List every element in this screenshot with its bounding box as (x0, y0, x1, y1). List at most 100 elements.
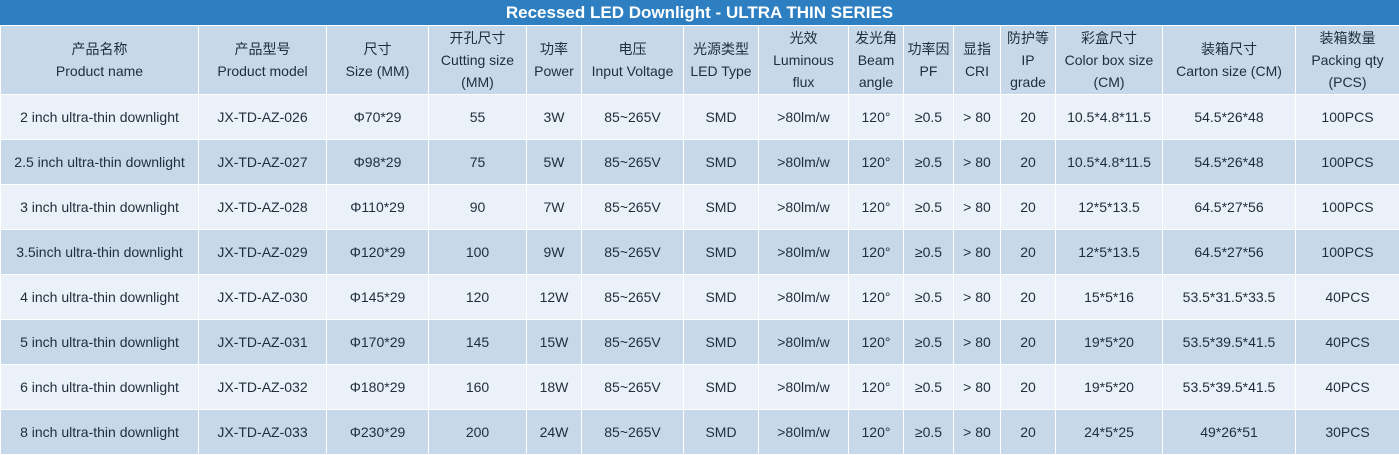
column-header: 功率因 PF (903, 25, 954, 95)
column-header: 装箱尺寸 Carton size (CM) (1162, 25, 1296, 95)
column-header-cn: 功率因 (907, 41, 950, 57)
table-cell: 54.5*26*48 (1162, 139, 1296, 185)
table-cell: 20 (1000, 229, 1056, 275)
table-cell: 85~265V (581, 409, 684, 455)
column-header-en: LED Type (690, 63, 752, 79)
table-cell: 40PCS (1295, 319, 1399, 365)
table-cell: 120° (848, 364, 904, 410)
table-cell: 120° (848, 274, 904, 320)
table-cell: ≥0.5 (903, 229, 954, 275)
table-cell: 3 inch ultra-thin downlight (0, 184, 199, 230)
table-cell: > 80 (953, 94, 1001, 140)
table-cell: >80lm/w (758, 94, 849, 140)
table-cell: 19*5*20 (1055, 319, 1163, 365)
table-cell: 75 (428, 139, 527, 185)
table-cell: ≥0.5 (903, 319, 954, 365)
table-cell: 120° (848, 229, 904, 275)
table-cell: ≥0.5 (903, 184, 954, 230)
table-cell: 120° (848, 319, 904, 365)
product-spec-table: 产品名称 Product name 产品型号 Product model 尺寸 Size … (0, 25, 1399, 455)
table-cell: JX-TD-AZ-027 (198, 139, 327, 185)
table-cell: > 80 (953, 364, 1001, 410)
table-cell: 20 (1000, 274, 1056, 320)
column-header-cn: 尺寸 (363, 41, 392, 57)
table-cell: Φ110*29 (326, 184, 429, 230)
column-header-cn: 光源类型 (693, 41, 749, 57)
column-header-en: Product model (217, 63, 308, 79)
table-cell: >80lm/w (758, 409, 849, 455)
table-cell: ≥0.5 (903, 139, 954, 185)
table-cell: 64.5*27*56 (1162, 229, 1296, 275)
column-header-en: Product name (55, 63, 144, 79)
table-cell: 100PCS (1295, 184, 1399, 230)
table-cell: 53.5*39.5*41.5 (1162, 364, 1296, 410)
table-cell: 8 inch ultra-thin downlight (0, 409, 199, 455)
column-header-cn: 装箱尺寸 (1201, 41, 1257, 57)
header-row: 产品名称 Product name 产品型号 Product model 尺寸 Size … (0, 25, 1399, 95)
table-row: 3 inch ultra-thin downlight JX-TD-AZ-028 Φ… (0, 184, 1399, 230)
table-cell: 40PCS (1295, 364, 1399, 410)
table-row: 2 inch ultra-thin downlight JX-TD-AZ-026 Φ… (0, 94, 1399, 140)
table-cell: 30PCS (1295, 409, 1399, 455)
table-row: 3.5inch ultra-thin downlight JX-TD-AZ-029… (0, 229, 1399, 275)
table-cell: 100PCS (1295, 229, 1399, 275)
column-header-en: Packing qty (PCS) (1311, 52, 1384, 90)
table-cell: 120° (848, 139, 904, 185)
column-header: 发光角 Beam angle (848, 25, 904, 95)
table-cell: 49*26*51 (1162, 409, 1296, 455)
table-cell: 64.5*27*56 (1162, 184, 1296, 230)
table-cell: ≥0.5 (903, 409, 954, 455)
table-cell: 40PCS (1295, 274, 1399, 320)
table-cell: > 80 (953, 409, 1001, 455)
table-cell: 100PCS (1295, 139, 1399, 185)
table-cell: ≥0.5 (903, 94, 954, 140)
table-cell: 90 (428, 184, 527, 230)
column-header-cn: 显指 (963, 41, 991, 57)
table-cell: Φ180*29 (326, 364, 429, 410)
table-cell: 20 (1000, 364, 1056, 410)
table-cell: >80lm/w (758, 274, 849, 320)
table-cell: 85~265V (581, 319, 684, 365)
table-cell: 145 (428, 319, 527, 365)
column-header-cn: 装箱数量 (1319, 30, 1376, 46)
column-header-en: IP grade (1010, 52, 1046, 90)
table-cell: 120 (428, 274, 527, 320)
column-header: 装箱数量 Packing qty (PCS) (1295, 25, 1399, 95)
table-cell: 10.5*4.8*11.5 (1055, 139, 1163, 185)
table-cell: >80lm/w (758, 364, 849, 410)
table-row: 4 inch ultra-thin downlight JX-TD-AZ-030 Φ… (0, 274, 1399, 320)
table-row: 2.5 inch ultra-thin downlight JX-TD-AZ-02… (0, 139, 1399, 185)
table-cell: > 80 (953, 319, 1001, 365)
table-cell: JX-TD-AZ-029 (198, 229, 327, 275)
table-cell: 3W (526, 94, 582, 140)
table-cell: ≥0.5 (903, 274, 954, 320)
table-cell: 6 inch ultra-thin downlight (0, 364, 199, 410)
table-cell: JX-TD-AZ-031 (198, 319, 327, 365)
table-cell: Φ145*29 (326, 274, 429, 320)
column-header-en: CRI (964, 63, 990, 79)
table-cell: JX-TD-AZ-032 (198, 364, 327, 410)
column-header: 光源类型 LED Type (683, 25, 759, 95)
table-row: 6 inch ultra-thin downlight JX-TD-AZ-032 Φ… (0, 364, 1399, 410)
table-cell: 20 (1000, 184, 1056, 230)
table-cell: 120° (848, 409, 904, 455)
table-cell: 120° (848, 94, 904, 140)
table-cell: ≥0.5 (903, 364, 954, 410)
table-cell: 100 (428, 229, 527, 275)
column-header-cn: 光效 (789, 30, 818, 46)
table-cell: 2 inch ultra-thin downlight (0, 94, 199, 140)
column-header: 产品名称 Product name (0, 25, 199, 95)
table-cell: > 80 (953, 274, 1001, 320)
table-cell: 7W (526, 184, 582, 230)
table-cell: 3.5inch ultra-thin downlight (0, 229, 199, 275)
table-cell: Φ120*29 (326, 229, 429, 275)
table-title: Recessed LED Downlight - ULTRA THIN SERI… (0, 0, 1399, 25)
column-header-en: Color box size (CM) (1064, 52, 1154, 90)
table-cell: 10.5*4.8*11.5 (1055, 94, 1163, 140)
table-cell: >80lm/w (758, 319, 849, 365)
table-cell: 85~265V (581, 139, 684, 185)
table-cell: JX-TD-AZ-026 (198, 94, 327, 140)
table-cell: 9W (526, 229, 582, 275)
column-header: 尺寸 Size (MM) (326, 25, 429, 95)
table-cell: SMD (683, 274, 759, 320)
